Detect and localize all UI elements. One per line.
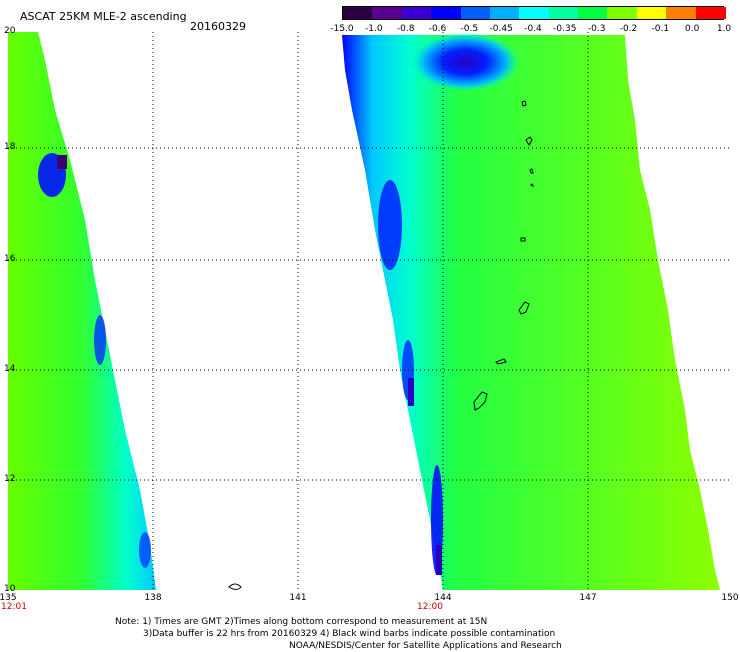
colorbar-segment xyxy=(607,7,638,19)
colorbar-label: -0.2 xyxy=(619,24,638,34)
map-date: 20160329 xyxy=(190,20,246,33)
time-label: 12:01 xyxy=(1,602,27,612)
colorbar-segment xyxy=(431,7,462,19)
x-tick-label: 135 xyxy=(0,593,17,603)
colorbar-label: 1.0 xyxy=(716,24,732,34)
colorbar-label: -0.45 xyxy=(489,24,513,34)
colorbar-segment xyxy=(519,7,550,19)
x-tick-label: 141 xyxy=(289,593,307,603)
colorbar-segment xyxy=(578,7,609,19)
grid-lines xyxy=(8,32,730,590)
notes: Note: 1) Times are GMT 2)Times along bot… xyxy=(115,616,562,652)
colorbar-segment xyxy=(401,7,433,19)
colorbar-label: -0.35 xyxy=(553,24,577,34)
y-tick-label: 20 xyxy=(4,26,16,36)
map-title: ASCAT 25KM MLE-2 ascending xyxy=(20,10,187,23)
colorbar-label: -15.0 xyxy=(330,24,354,34)
x-tick-label: 138 xyxy=(144,593,162,603)
y-tick-label: 16 xyxy=(4,254,16,264)
colorbar-segment xyxy=(460,7,491,19)
time-label: 12:00 xyxy=(417,602,443,612)
y-tick-label: 10 xyxy=(4,584,16,594)
colorbar-segment xyxy=(489,7,521,19)
note-line-1: Note: 1) Times are GMT 2)Times along bot… xyxy=(115,617,488,627)
island-outlines xyxy=(228,100,535,590)
colorbar-segment xyxy=(343,7,374,19)
colorbar-segment xyxy=(695,7,726,19)
y-tick-label: 14 xyxy=(4,364,16,374)
x-tick-label: 144 xyxy=(434,593,452,603)
y-tick-label: 12 xyxy=(4,474,16,484)
colorbar-label: -1.0 xyxy=(365,24,383,34)
colorbar-label: -0.1 xyxy=(651,24,670,34)
colorbar-label: -0.6 xyxy=(428,24,447,34)
colorbar-label: -0.5 xyxy=(460,24,479,34)
colorbar-segment xyxy=(666,7,697,19)
note-line-3: NOAA/NESDIS/Center for Satellite Applica… xyxy=(289,641,562,651)
colorbar-segment xyxy=(372,7,403,19)
x-tick-label: 147 xyxy=(579,593,597,603)
colorbar-label: -0.3 xyxy=(587,24,606,34)
colorbar-segment xyxy=(548,7,580,19)
note-line-2: 3)Data buffer is 22 hrs from 20160329 4)… xyxy=(143,629,556,639)
swath-right xyxy=(342,32,720,590)
swath-left xyxy=(8,32,156,590)
y-tick-label: 18 xyxy=(4,142,16,152)
colorbar-label: -0.4 xyxy=(524,24,542,34)
colorbar xyxy=(342,6,726,20)
colorbar-label: -0.8 xyxy=(396,24,415,34)
x-tick-label: 150 xyxy=(721,593,739,603)
colorbar-segment xyxy=(636,7,668,19)
colorbar-label: 0.0 xyxy=(684,24,700,34)
